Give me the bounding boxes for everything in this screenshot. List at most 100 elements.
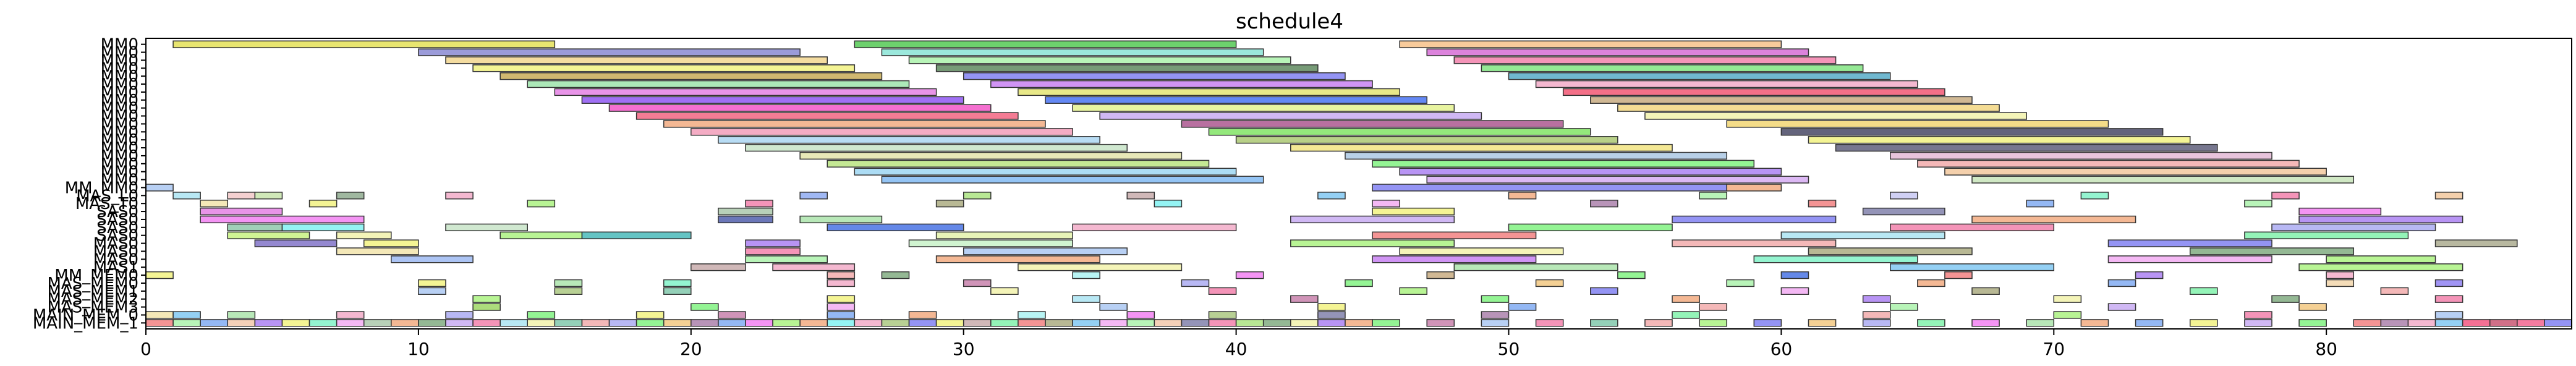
x-tick-label: 0	[140, 339, 151, 359]
task-bar	[663, 287, 692, 295]
task-bar	[281, 223, 365, 231]
task-bar	[1181, 319, 1210, 327]
task-bar	[1399, 287, 1427, 295]
y-tick-label: MAIN_MEM_1	[33, 314, 138, 333]
task-bar	[1971, 319, 2000, 327]
x-tick-label: 10	[407, 339, 430, 359]
task-bar	[391, 255, 474, 263]
task-bar	[1644, 112, 2027, 120]
x-tick-label: 70	[2043, 339, 2065, 359]
task-bar	[1890, 192, 1918, 200]
task-bar	[2244, 311, 2272, 319]
task-bar	[990, 319, 1019, 327]
task-bar	[745, 143, 1128, 152]
task-bar	[1780, 128, 2164, 136]
task-bar	[1372, 207, 1455, 216]
task-bar	[281, 319, 310, 327]
y-tick-label: MAS0	[93, 242, 138, 261]
task-bar	[1290, 295, 1319, 303]
task-bar	[827, 319, 856, 327]
task-bar	[827, 279, 856, 287]
task-bar	[1262, 319, 1291, 327]
x-tick-label: 20	[680, 339, 702, 359]
y-tick-label: MM0	[101, 51, 138, 70]
task-bar	[2189, 287, 2218, 295]
task-bar	[1345, 151, 1727, 160]
task-bar	[881, 271, 910, 279]
task-bar	[1399, 168, 1782, 176]
task-bar	[2462, 319, 2491, 327]
task-bar	[1699, 303, 1727, 311]
task-bar	[1890, 263, 2055, 271]
task-bar	[418, 287, 446, 295]
y-tick-label: MM0	[101, 92, 138, 110]
task-bar	[418, 279, 446, 287]
task-bar	[499, 319, 529, 327]
task-bar	[1753, 255, 1918, 263]
task-bar	[935, 255, 1100, 263]
task-bar	[1508, 192, 1537, 200]
task-bar	[1290, 215, 1455, 224]
task-bar	[254, 192, 283, 200]
y-tick-label: MM0	[101, 131, 138, 150]
task-bar	[827, 303, 856, 311]
y-tick-label: SAS0	[96, 227, 138, 245]
task-bar	[1099, 112, 1482, 120]
task-bar	[2107, 303, 2136, 311]
task-bar	[1917, 160, 2300, 168]
task-bar	[254, 239, 338, 247]
task-bar	[1699, 319, 1727, 327]
task-bar	[1617, 104, 2000, 112]
task-bar	[1971, 215, 2136, 224]
task-bar	[1099, 319, 1128, 327]
task-bar	[1426, 271, 1455, 279]
task-bar	[663, 319, 692, 327]
task-bar	[581, 319, 610, 327]
task-bar	[1317, 319, 1346, 327]
task-bar	[745, 319, 773, 327]
task-bar	[1018, 88, 1400, 96]
task-bar	[1481, 295, 1510, 303]
task-bar	[2107, 239, 2272, 247]
task-bar	[1372, 184, 1727, 192]
task-bar	[2189, 247, 2355, 255]
task-bar	[1862, 295, 1891, 303]
task-bar	[881, 48, 1264, 56]
task-bar	[827, 311, 856, 319]
task-bar	[1045, 96, 1427, 104]
task-bar	[200, 200, 229, 208]
task-bar	[608, 319, 637, 327]
y-tick-label: MM0	[101, 171, 138, 190]
bars-layer	[145, 40, 2572, 327]
task-bar	[200, 319, 229, 327]
task-bar	[554, 279, 583, 287]
task-bar	[1535, 319, 1564, 327]
task-bar	[799, 192, 828, 200]
task-bar	[635, 311, 665, 319]
task-bar	[1808, 319, 1837, 327]
task-bar	[1181, 279, 1210, 287]
y-tick-label: MM0	[101, 155, 138, 174]
task-bar	[1181, 120, 1564, 128]
task-bar	[172, 192, 201, 200]
task-bar	[1944, 271, 1973, 279]
plot-frame	[145, 38, 2572, 330]
task-bar	[1290, 143, 1673, 152]
task-bar	[2380, 287, 2409, 295]
task-bar	[472, 295, 501, 303]
task-bar	[527, 311, 556, 319]
task-bar	[554, 287, 583, 295]
y-tick-label: MAS0	[93, 235, 138, 253]
task-bar	[745, 200, 773, 208]
task-bar	[1672, 239, 1837, 247]
x-tick-label: 60	[1770, 339, 1793, 359]
task-bar	[2298, 207, 2382, 216]
task-bar	[1753, 319, 1782, 327]
task-bar	[1890, 223, 2055, 231]
y-tick-label: MM0	[101, 83, 138, 102]
task-bar	[1235, 271, 1264, 279]
task-bar	[527, 80, 910, 88]
task-bar	[1072, 295, 1100, 303]
task-bar	[799, 215, 883, 224]
